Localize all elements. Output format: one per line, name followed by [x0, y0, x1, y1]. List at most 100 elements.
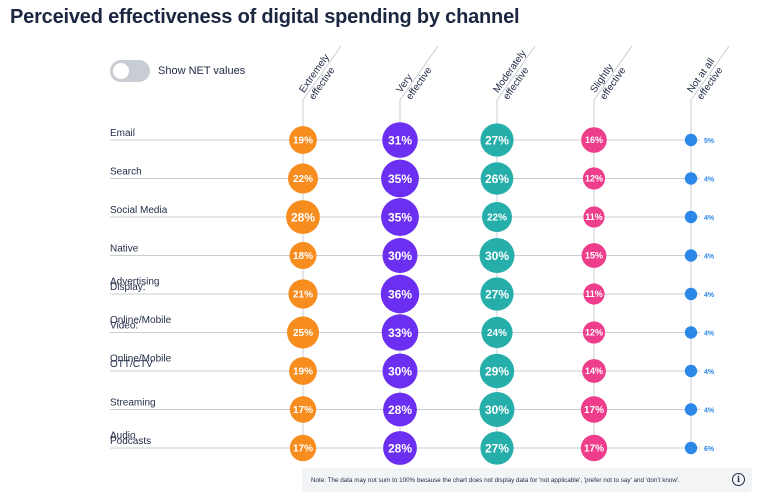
note-box: Note: The data may not sum to 100% becau… [302, 468, 752, 492]
value-label: 35% [388, 210, 412, 224]
value-label: 29% [485, 364, 509, 378]
bubble-very-effective [381, 198, 419, 236]
value-label: 30% [485, 249, 509, 263]
row-label: Podcasts [110, 436, 151, 447]
value-label: 21% [293, 290, 313, 301]
value-label: 17% [584, 444, 604, 455]
bubble-slightly-effective [582, 167, 606, 190]
value-label: 33% [388, 326, 412, 340]
bubble-extremely-effective [289, 242, 317, 269]
value-label: 6% [704, 446, 715, 453]
value-label: 36% [388, 287, 412, 301]
bubble-moderately-effective [480, 431, 514, 465]
row-label: OTT/CTV [110, 359, 153, 370]
column-connector [593, 45, 633, 101]
row-label: Advertising [110, 277, 159, 288]
value-label: 30% [388, 249, 412, 263]
bubble-extremely-effective [289, 396, 317, 423]
row-label: Native [110, 244, 139, 255]
bubble-moderately-effective [480, 162, 514, 195]
bubble-slightly-effective [582, 359, 606, 383]
value-label: 4% [704, 215, 715, 222]
bubble-slightly-effective [580, 396, 608, 423]
value-label: 22% [293, 174, 313, 185]
value-label: 27% [485, 287, 509, 301]
value-label: 27% [485, 133, 509, 147]
bubble-moderately-effective [482, 202, 512, 232]
bubble-not-at-all-effective [684, 133, 698, 147]
value-label: 4% [704, 254, 715, 261]
bubble-moderately-effective [480, 123, 514, 157]
value-label: 16% [585, 135, 603, 145]
value-label: 28% [388, 441, 412, 455]
column-connector [302, 45, 342, 101]
value-label: 17% [293, 444, 313, 455]
bubble-very-effective [380, 274, 420, 314]
value-label: 14% [585, 366, 603, 376]
chart-title: Perceived effectiveness of digital spend… [10, 6, 520, 28]
bubble-not-at-all-effective [684, 249, 698, 262]
bubble-not-at-all-effective [684, 326, 698, 339]
value-label: 17% [584, 405, 604, 416]
toggle-label: Show NET values [158, 65, 246, 77]
row-label: Search [110, 167, 142, 178]
bubble-slightly-effective [583, 206, 605, 228]
row-label: Online/Mobile [110, 315, 172, 326]
bubble-slightly-effective [582, 321, 606, 344]
value-label: 19% [293, 367, 313, 378]
value-label: 12% [585, 174, 603, 184]
value-label: 4% [704, 408, 715, 415]
value-label: 19% [293, 136, 313, 147]
column-connector [399, 45, 439, 101]
value-label: 26% [485, 172, 509, 186]
bubble-very-effective [383, 431, 417, 465]
value-label: 4% [704, 369, 715, 376]
bubble-extremely-effective [286, 200, 320, 234]
bubble-not-at-all-effective [684, 441, 698, 455]
bubble-moderately-effective [479, 353, 515, 389]
value-label: 31% [388, 133, 412, 147]
info-icon[interactable]: i [732, 473, 745, 486]
bubble-not-at-all-effective [684, 172, 698, 185]
value-label: 5% [704, 138, 715, 145]
bubble-extremely-effective [288, 279, 318, 309]
net-values-toggle-group[interactable]: Show NET values [110, 60, 245, 82]
value-label: 15% [585, 251, 603, 261]
bubble-not-at-all-effective [684, 210, 698, 224]
bubble-very-effective [383, 392, 417, 427]
value-label: 28% [388, 403, 412, 417]
value-label: 25% [293, 328, 313, 339]
bubble-slightly-effective [583, 283, 605, 305]
bubble-very-effective [382, 238, 418, 273]
value-label: 12% [585, 328, 603, 338]
bubble-not-at-all-effective [684, 287, 698, 301]
bubble-extremely-effective [289, 126, 317, 154]
bubble-moderately-effective [479, 392, 515, 427]
footnote: Note: The data may not sum to 100% becau… [311, 476, 680, 484]
value-label: 30% [485, 403, 509, 417]
row-label: Audio [110, 431, 136, 442]
bubble-moderately-effective [480, 277, 514, 311]
value-label: 4% [704, 177, 715, 184]
row-label: Social Media [110, 205, 168, 216]
value-label: 24% [487, 328, 507, 339]
value-label: 30% [388, 364, 412, 378]
row-label: Online/Mobile [110, 354, 172, 365]
toggle-knob [113, 63, 129, 79]
bubble-very-effective [381, 159, 419, 198]
bubble-slightly-effective [580, 434, 608, 462]
value-label: 35% [388, 172, 412, 186]
value-label: 17% [293, 405, 313, 416]
bubble-very-effective [382, 122, 418, 158]
value-label: 4% [704, 331, 715, 338]
row-label: Streaming [110, 398, 156, 409]
value-label: 11% [585, 289, 603, 299]
value-label: 11% [585, 212, 603, 222]
value-label: 18% [293, 251, 313, 262]
bubble-moderately-effective [481, 316, 513, 349]
value-label: 4% [704, 292, 715, 299]
column-connector [690, 45, 730, 101]
bubble-extremely-effective [288, 163, 318, 194]
row-label: Email [110, 128, 135, 139]
net-values-toggle[interactable] [110, 60, 150, 82]
